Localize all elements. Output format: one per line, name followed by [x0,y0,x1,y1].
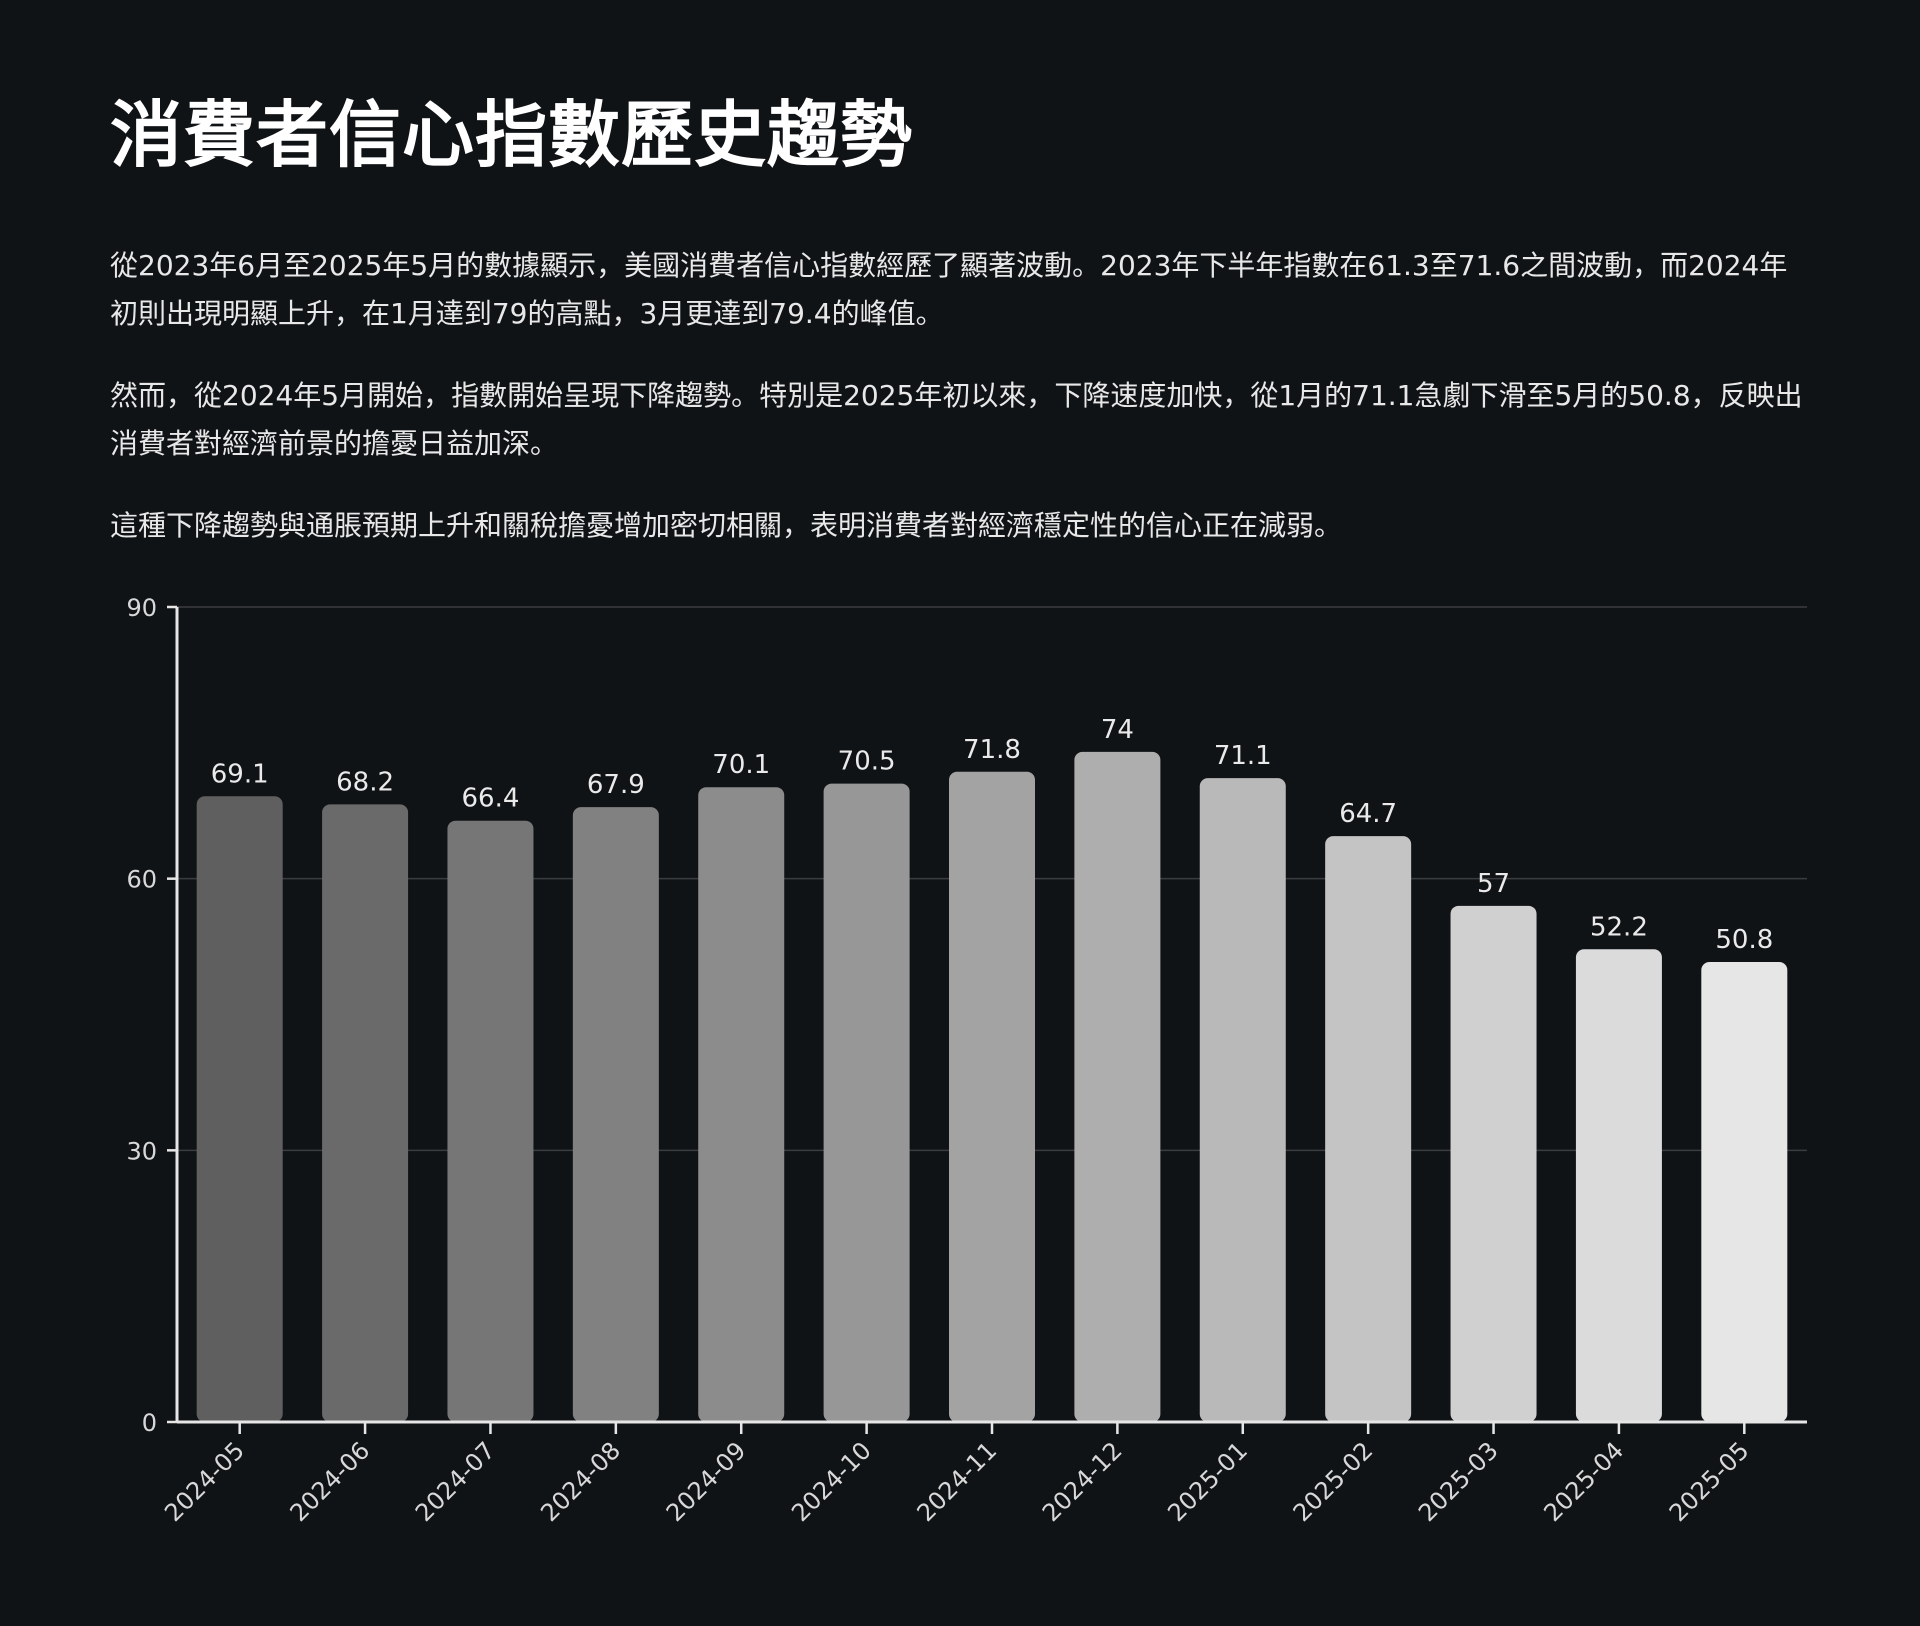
bar [572,807,659,1422]
y-tick-label: 30 [126,1137,157,1165]
bar [949,771,1035,1422]
data-label: 68.2 [336,767,394,797]
page-title: 消費者信心指數歷史趨勢 [110,93,914,177]
y-tick-label: 0 [142,1409,157,1437]
x-tick-label: 2024-07 [410,1436,501,1527]
paragraph-3: 這種下降趨勢與通脹預期上升和關稅擔憂增加密切相關，表明消費者對經濟穩定性的信心正… [110,509,1343,542]
data-label: 71.8 [963,735,1021,765]
content: 消費者信心指數歷史趨勢 從2023年6月至2025年5月的數據顯示，美國消費者信… [110,80,1810,550]
x-tick-label: 2025-01 [1162,1436,1253,1527]
bar [447,820,534,1422]
x-tick-label: 2024-12 [1037,1436,1128,1527]
x-tick-label: 2024-09 [661,1436,752,1527]
bar [698,787,785,1422]
bar [1074,751,1161,1422]
y-tick-label: 90 [126,594,157,622]
x-tick-label: 2025-03 [1413,1436,1504,1527]
x-tick-label: 2025-04 [1538,1436,1629,1527]
x-tick-label: 2024-05 [159,1436,250,1527]
bar [196,796,283,1422]
data-label: 57 [1477,869,1510,899]
bar [1199,778,1286,1422]
x-tick-label: 2024-11 [912,1436,1003,1527]
data-label: 70.5 [838,747,896,777]
data-label: 67.9 [587,770,645,800]
x-tick-label: 2024-10 [786,1436,877,1527]
data-label: 74 [1101,715,1134,745]
data-label: 52.2 [1590,912,1648,942]
bar [823,783,910,1422]
bar [1325,836,1412,1422]
x-tick-label: 2024-06 [285,1436,376,1527]
data-label: 50.8 [1715,925,1773,955]
data-label: 69.1 [211,759,269,789]
x-tick-label: 2025-02 [1288,1436,1379,1527]
x-tick-label: 2025-05 [1664,1436,1755,1527]
data-label: 64.7 [1339,799,1397,829]
bar [1575,949,1662,1422]
bar [322,804,409,1422]
bar [1701,961,1788,1422]
paragraph-2: 然而，從2024年5月開始，指數開始呈現下降趨勢。特別是2025年初以來，下降速… [110,379,1803,460]
x-tick-label: 2024-08 [535,1436,626,1527]
data-label: 70.1 [712,750,770,780]
bar [1450,905,1537,1422]
data-label: 71.1 [1214,741,1272,771]
paragraph-1: 從2023年6月至2025年5月的數據顯示，美國消費者信心指數經歷了顯著波動。2… [110,249,1788,330]
y-tick-label: 60 [126,866,157,894]
data-label: 66.4 [462,784,520,814]
